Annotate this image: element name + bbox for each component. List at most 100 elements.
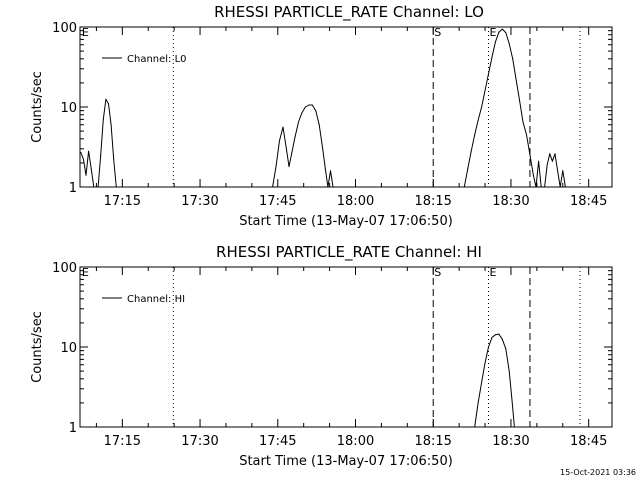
y-tick-label: 10 (60, 341, 77, 356)
data-point (549, 153, 551, 155)
data-point (100, 154, 102, 156)
data-point (467, 168, 469, 170)
data-point (515, 79, 517, 81)
data-point (551, 160, 553, 162)
data-point (508, 370, 510, 372)
x-tick-label: 18:00 (337, 194, 374, 209)
data-point (80, 152, 82, 153)
legend: Channel: HI (102, 294, 185, 305)
x-tick-label: 18:45 (570, 194, 607, 209)
chart-title: RHESSI PARTICLE_RATE Channel: HI (216, 243, 482, 262)
y-tick-label: 100 (52, 261, 77, 276)
data-point (505, 348, 507, 350)
event-marker-label: E (82, 26, 89, 39)
data-point (546, 164, 548, 166)
data-point (93, 186, 95, 188)
data-point (327, 186, 329, 188)
data-point (484, 362, 486, 364)
data-point (322, 148, 324, 150)
legend: Channel: L0 (102, 54, 187, 65)
data-point (474, 134, 476, 136)
data-point (110, 124, 112, 126)
data-point (474, 426, 476, 428)
y-tick-label: 10 (60, 101, 77, 116)
x-tick-label: 17:30 (181, 194, 218, 209)
x-tick-label: 17:45 (259, 434, 296, 449)
data-point (308, 104, 310, 106)
data-point (564, 186, 566, 188)
legend-label: Channel: L0 (127, 54, 187, 65)
data-point (311, 104, 313, 106)
data-point (494, 41, 496, 43)
data-point (90, 168, 92, 170)
event-marker-label: E (82, 266, 89, 279)
data-point (501, 28, 503, 30)
data-point (115, 186, 117, 188)
data-point (83, 159, 84, 161)
generation-timestamp: 15-Oct-2021 03:36 (560, 468, 636, 477)
y-tick-label: 100 (52, 21, 77, 36)
data-point (512, 58, 514, 60)
data-point (494, 334, 496, 336)
data-point (554, 153, 556, 155)
data-point (85, 174, 87, 176)
data-point (501, 338, 503, 340)
x-tick-label: 18:30 (492, 434, 529, 449)
data-point (540, 186, 542, 188)
data-point (557, 170, 559, 172)
x-axis-label: Start Time (13-May-07 17:06:50) (239, 454, 453, 469)
data-point (288, 166, 290, 168)
data-point (102, 118, 104, 120)
y-axis-label: Counts/sec (30, 311, 45, 383)
data-point (113, 159, 115, 161)
data-point (491, 336, 493, 338)
x-axis-label: Start Time (13-May-07 17:06:50) (239, 214, 453, 229)
panel-channel-hi: RHESSI PARTICLE_RATE Channel: HI Start T… (30, 243, 613, 469)
x-tick-label: 17:45 (259, 194, 296, 209)
data-point (522, 121, 524, 123)
data-point (505, 32, 507, 34)
data-point (526, 134, 527, 136)
data-point (519, 100, 521, 102)
data-point (324, 168, 326, 170)
x-tick-label: 17:15 (104, 434, 141, 449)
data-point (559, 186, 561, 188)
data-point (511, 397, 513, 399)
x-tick-label: 17:30 (181, 434, 218, 449)
data-point (508, 43, 510, 45)
data-point (304, 106, 306, 108)
data-point (285, 148, 287, 150)
data-point (532, 174, 534, 176)
data-point (301, 112, 303, 114)
data-point (529, 154, 531, 156)
data-point (477, 119, 479, 121)
data-point (538, 160, 540, 162)
event-marker-label: E (490, 26, 497, 39)
data-point (88, 150, 90, 152)
data-point (330, 170, 331, 172)
data-point (535, 186, 537, 188)
x-tick-label: 18:15 (414, 194, 451, 209)
event-marker-label: S (434, 266, 441, 279)
x-tick-label: 17:15 (104, 194, 141, 209)
data-point (291, 153, 293, 155)
data-point (488, 73, 489, 75)
event-marker-label: E (490, 266, 497, 279)
data-point (470, 150, 472, 152)
legend-label: Channel: HI (127, 294, 185, 305)
panel-channel-lo: RHESSI PARTICLE_RATE Channel: LO Start T… (30, 3, 613, 229)
y-tick-label: 1 (69, 181, 77, 196)
data-point (294, 136, 296, 138)
data-point (498, 333, 500, 335)
data-point (282, 126, 284, 128)
data-point (463, 186, 465, 188)
event-marker-label: S (434, 26, 441, 39)
data-point (491, 56, 493, 58)
data-point (484, 90, 486, 92)
series-layer (474, 333, 515, 428)
x-tick-label: 18:15 (414, 434, 451, 449)
data-point (315, 110, 317, 112)
x-tick-label: 18:30 (492, 194, 529, 209)
